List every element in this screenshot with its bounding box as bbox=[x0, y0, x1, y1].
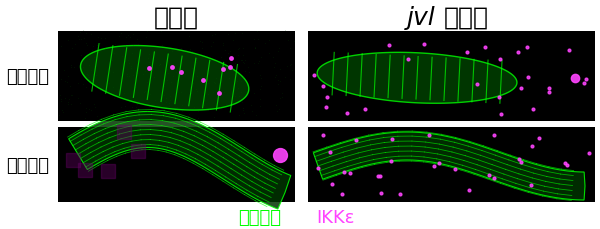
Polygon shape bbox=[313, 132, 585, 200]
Bar bbox=[58, 128, 295, 202]
Text: 伸長後期: 伸長後期 bbox=[7, 156, 49, 174]
Text: jvl: jvl bbox=[407, 6, 436, 30]
Polygon shape bbox=[317, 53, 517, 104]
Bar bbox=[58, 32, 295, 121]
Text: 伸長初期: 伸長初期 bbox=[7, 68, 49, 86]
Bar bbox=[308, 128, 595, 202]
Text: IKKε: IKKε bbox=[316, 208, 354, 226]
Bar bbox=[308, 32, 595, 121]
Polygon shape bbox=[80, 46, 249, 111]
Polygon shape bbox=[68, 112, 291, 209]
Text: 野生型: 野生型 bbox=[154, 6, 199, 30]
Text: 変異体: 変異体 bbox=[444, 6, 489, 30]
Text: アクチン: アクチン bbox=[239, 208, 281, 226]
